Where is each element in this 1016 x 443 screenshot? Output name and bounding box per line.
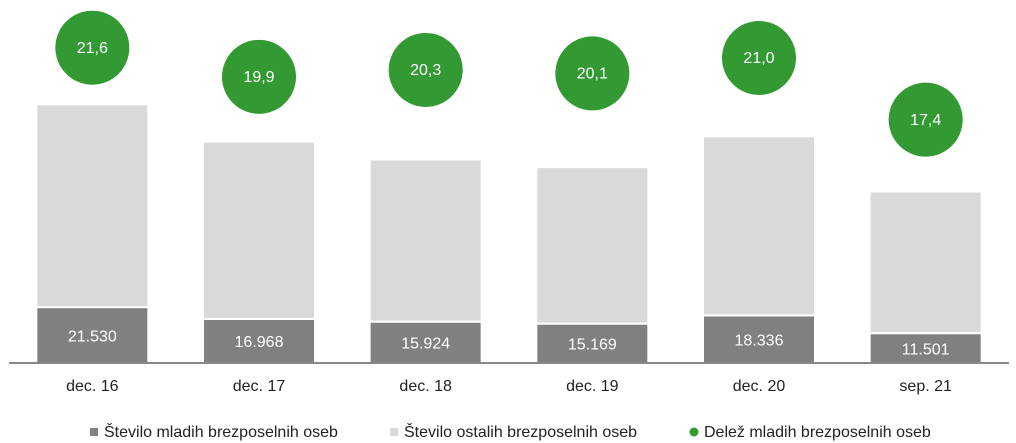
legend-label: Delež mladih brezposelnih oseb <box>704 424 931 441</box>
data-label: 19,9 <box>243 69 274 86</box>
x-tick-label: dec. 18 <box>399 378 452 395</box>
bar-segment <box>202 140 316 320</box>
data-label: 15.169 <box>568 337 617 354</box>
data-label: 18.336 <box>735 332 784 349</box>
share-dot <box>222 39 296 114</box>
legend-swatch <box>90 428 98 436</box>
data-label: 17,4 <box>910 112 941 129</box>
x-tick-label: dec. 19 <box>566 378 619 395</box>
bar-segment <box>702 135 816 317</box>
data-label: 21,6 <box>77 40 108 57</box>
bar-segment <box>868 190 983 335</box>
x-tick-label: dec. 20 <box>733 378 786 395</box>
bar-segment <box>535 322 650 365</box>
bar-segment <box>868 332 983 364</box>
share-dot <box>555 36 630 111</box>
legend-label: Število mladih brezposelnih oseb <box>104 422 338 441</box>
data-label: 11.501 <box>902 341 950 358</box>
data-label: 21.530 <box>68 328 117 345</box>
bar-segment <box>35 103 150 309</box>
share-dot <box>55 10 130 85</box>
bar-segment <box>368 158 483 323</box>
data-label: 15.924 <box>401 336 450 353</box>
share-dot <box>388 32 463 107</box>
x-tick-label: dec. 16 <box>66 378 119 395</box>
x-tick-label: sep. 21 <box>899 378 952 395</box>
legend-swatch <box>689 427 699 437</box>
bar-segment <box>202 317 316 365</box>
share-dot <box>722 20 796 95</box>
data-label: 21,0 <box>743 50 774 67</box>
data-label: 20,3 <box>410 62 441 79</box>
bar-segment <box>535 166 650 325</box>
legend-swatch <box>390 428 398 436</box>
x-tick-label: dec. 17 <box>233 378 286 395</box>
share-dot <box>888 82 963 157</box>
data-label: 16.968 <box>235 334 284 351</box>
legend-label: Število ostalih brezposelnih oseb <box>404 422 637 441</box>
data-label: 20,1 <box>577 66 608 83</box>
bar-segment <box>35 306 150 364</box>
